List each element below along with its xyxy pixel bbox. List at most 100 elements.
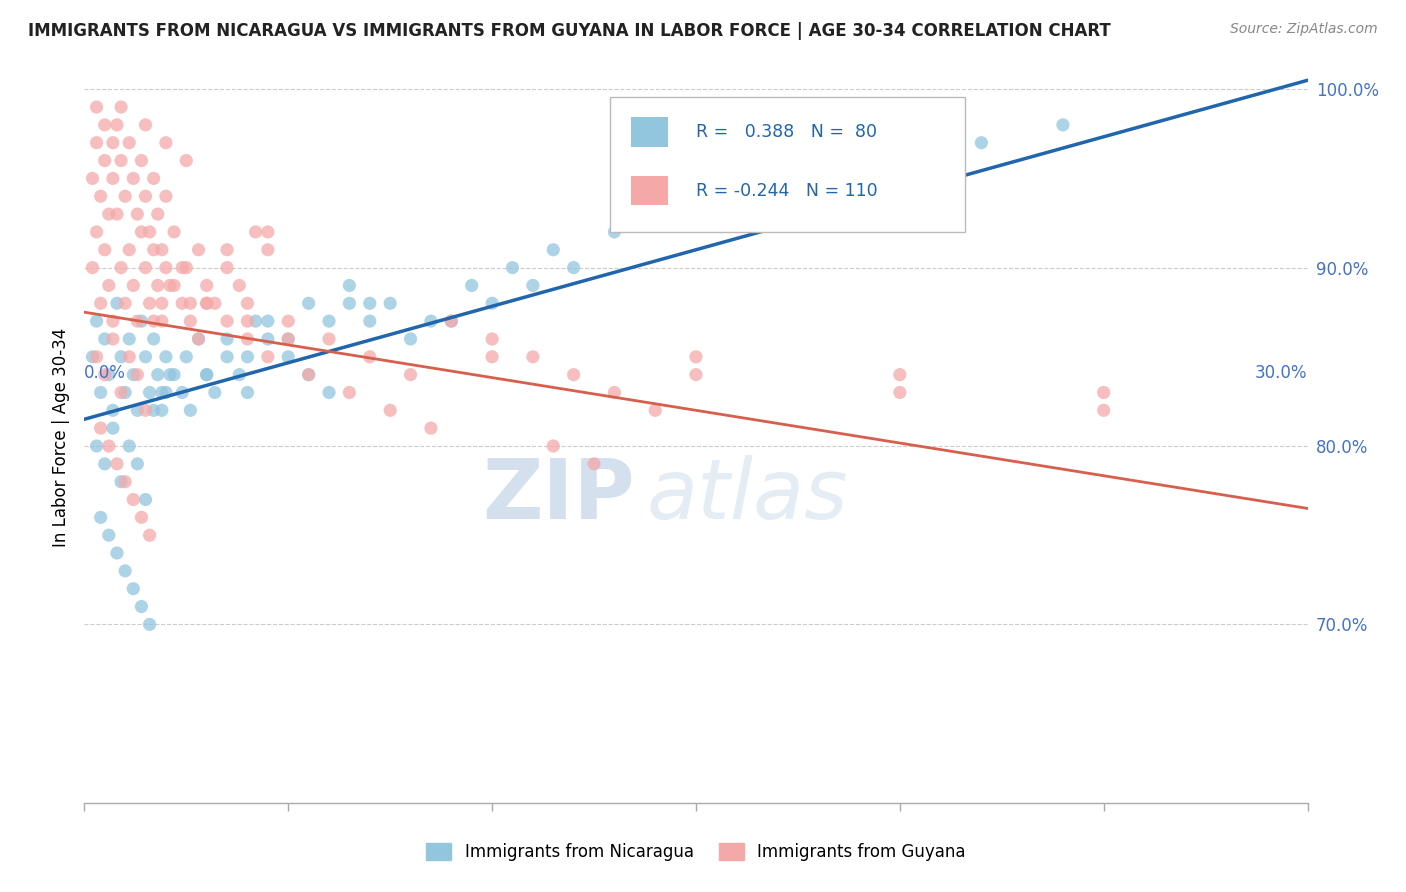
Point — [807, 171, 830, 186]
Point — [122, 171, 145, 186]
Point — [195, 296, 218, 310]
Point — [150, 403, 173, 417]
Point — [522, 350, 544, 364]
Point — [135, 260, 157, 275]
Point — [399, 332, 422, 346]
Point — [150, 243, 173, 257]
Point — [236, 314, 259, 328]
Point — [187, 332, 209, 346]
Point — [298, 368, 321, 382]
Point — [583, 457, 606, 471]
Point — [339, 278, 361, 293]
Point — [142, 332, 165, 346]
Point — [97, 528, 120, 542]
Point — [105, 207, 128, 221]
Point — [138, 296, 160, 310]
Point — [179, 314, 201, 328]
Point — [440, 314, 463, 328]
Point — [481, 350, 503, 364]
Point — [277, 332, 299, 346]
Point — [127, 314, 149, 328]
Point — [131, 225, 153, 239]
Point — [163, 225, 186, 239]
Point — [135, 403, 157, 417]
Point — [257, 332, 280, 346]
Point — [685, 368, 707, 382]
Text: atlas: atlas — [647, 455, 849, 536]
Point — [127, 207, 149, 221]
Point — [118, 243, 141, 257]
Point — [101, 421, 124, 435]
Point — [298, 296, 321, 310]
Point — [101, 332, 124, 346]
Point — [420, 314, 443, 328]
Point — [86, 225, 108, 239]
Point — [82, 171, 104, 186]
Point — [138, 528, 160, 542]
Point — [90, 189, 112, 203]
Point — [889, 368, 911, 382]
Point — [82, 260, 104, 275]
Point — [97, 207, 120, 221]
Point — [725, 189, 748, 203]
Point — [135, 350, 157, 364]
Point — [159, 368, 181, 382]
FancyBboxPatch shape — [631, 118, 668, 146]
Point — [174, 260, 197, 275]
Point — [101, 403, 124, 417]
Point — [543, 243, 565, 257]
Point — [146, 368, 169, 382]
Point — [131, 153, 153, 168]
Point — [110, 385, 132, 400]
Point — [114, 296, 136, 310]
Point — [339, 385, 361, 400]
Point — [127, 403, 149, 417]
Point — [685, 350, 707, 364]
Point — [135, 118, 157, 132]
Point — [257, 314, 280, 328]
Point — [889, 153, 911, 168]
Point — [142, 314, 165, 328]
Point — [135, 189, 157, 203]
Point — [277, 332, 299, 346]
Point — [236, 332, 259, 346]
Legend: Immigrants from Nicaragua, Immigrants from Guyana: Immigrants from Nicaragua, Immigrants fr… — [420, 836, 972, 868]
Point — [257, 350, 280, 364]
Point — [97, 278, 120, 293]
Point — [131, 510, 153, 524]
Point — [86, 314, 108, 328]
Point — [1092, 403, 1115, 417]
Point — [131, 314, 153, 328]
Point — [114, 564, 136, 578]
Point — [138, 617, 160, 632]
Point — [93, 243, 115, 257]
Point — [970, 136, 993, 150]
Point — [110, 475, 132, 489]
Point — [110, 260, 132, 275]
Point — [187, 243, 209, 257]
Point — [204, 385, 226, 400]
Point — [179, 296, 201, 310]
Point — [86, 100, 108, 114]
Point — [142, 243, 165, 257]
Point — [131, 599, 153, 614]
Text: Source: ZipAtlas.com: Source: ZipAtlas.com — [1230, 22, 1378, 37]
Y-axis label: In Labor Force | Age 30-34: In Labor Force | Age 30-34 — [52, 327, 70, 547]
Point — [155, 189, 177, 203]
Point — [195, 278, 218, 293]
Text: R = -0.244   N = 110: R = -0.244 N = 110 — [696, 182, 877, 200]
Point — [93, 457, 115, 471]
Point — [195, 296, 218, 310]
Point — [318, 385, 340, 400]
Point — [257, 225, 280, 239]
Point — [420, 421, 443, 435]
Point — [146, 207, 169, 221]
Point — [142, 403, 165, 417]
Point — [502, 260, 524, 275]
Point — [163, 368, 186, 382]
Point — [440, 314, 463, 328]
Point — [97, 439, 120, 453]
Point — [142, 171, 165, 186]
Point — [93, 118, 115, 132]
Point — [101, 314, 124, 328]
